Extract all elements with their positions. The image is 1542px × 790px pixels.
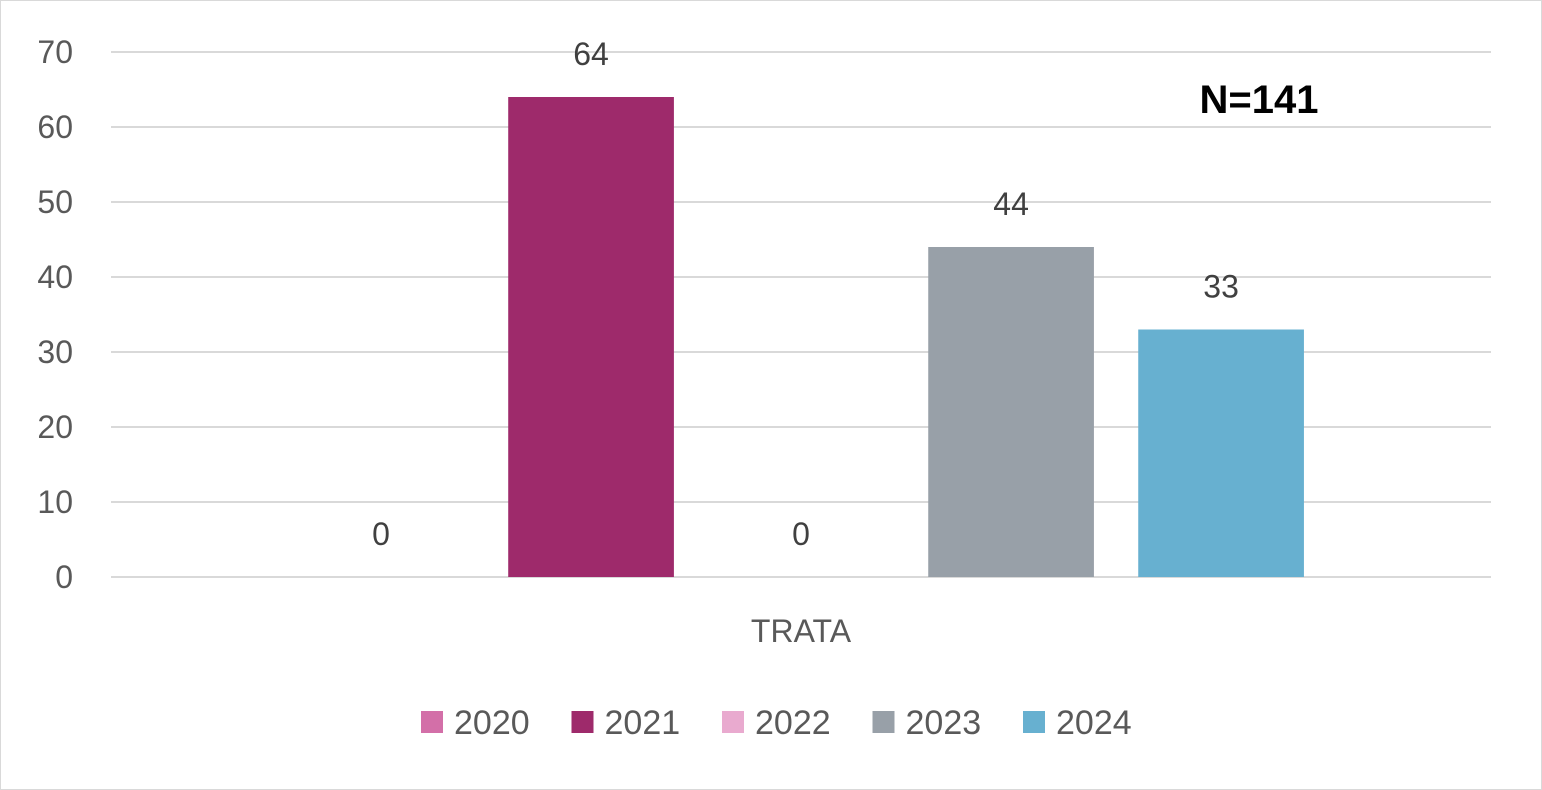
y-tick-label: 60 [37,109,73,145]
legend-item-2023: 2023 [872,704,982,742]
data-labels: 0 64 0 44 33 [372,36,1239,552]
legend-swatch-2023 [872,711,895,733]
legend-swatch-2022 [722,711,744,733]
legend-label-2024: 2024 [1056,704,1132,742]
y-tick-label: 0 [55,559,73,595]
y-tick-label: 50 [37,184,73,220]
legend-swatch-2020 [421,711,443,733]
data-label-2022: 0 [792,516,810,552]
legend-item-2020: 2020 [421,704,530,742]
bar-2021 [508,97,674,577]
legend-item-2022: 2022 [722,704,831,742]
legend-item-2021: 2021 [571,704,681,742]
legend-label-2022: 2022 [755,704,831,742]
data-label-2020: 0 [372,516,390,552]
y-tick-label: 40 [37,259,73,295]
legend: 2020 2021 2022 2023 2024 [421,704,1132,742]
bars [508,97,1304,577]
gridlines [111,51,1491,578]
legend-swatch-2024 [1023,711,1045,733]
y-axis-ticks: 0 10 20 30 40 50 60 70 [37,34,73,595]
y-tick-label: 30 [37,334,73,370]
legend-label-2023: 2023 [906,704,982,742]
n-annotation: N=141 [1200,78,1319,122]
legend-label-2021: 2021 [605,704,681,742]
y-tick-label: 70 [37,34,73,70]
bar-2023 [928,247,1094,577]
legend-label-2020: 2020 [454,704,530,742]
data-label-2024: 33 [1203,269,1239,305]
legend-swatch-2021 [571,711,594,733]
y-tick-label: 10 [37,484,73,520]
y-tick-label: 20 [37,409,73,445]
data-label-2023: 44 [993,186,1029,222]
data-label-2021: 64 [573,36,609,72]
legend-item-2024: 2024 [1023,704,1132,742]
bar-2024 [1138,329,1304,577]
x-category-label: TRATA [751,613,852,649]
